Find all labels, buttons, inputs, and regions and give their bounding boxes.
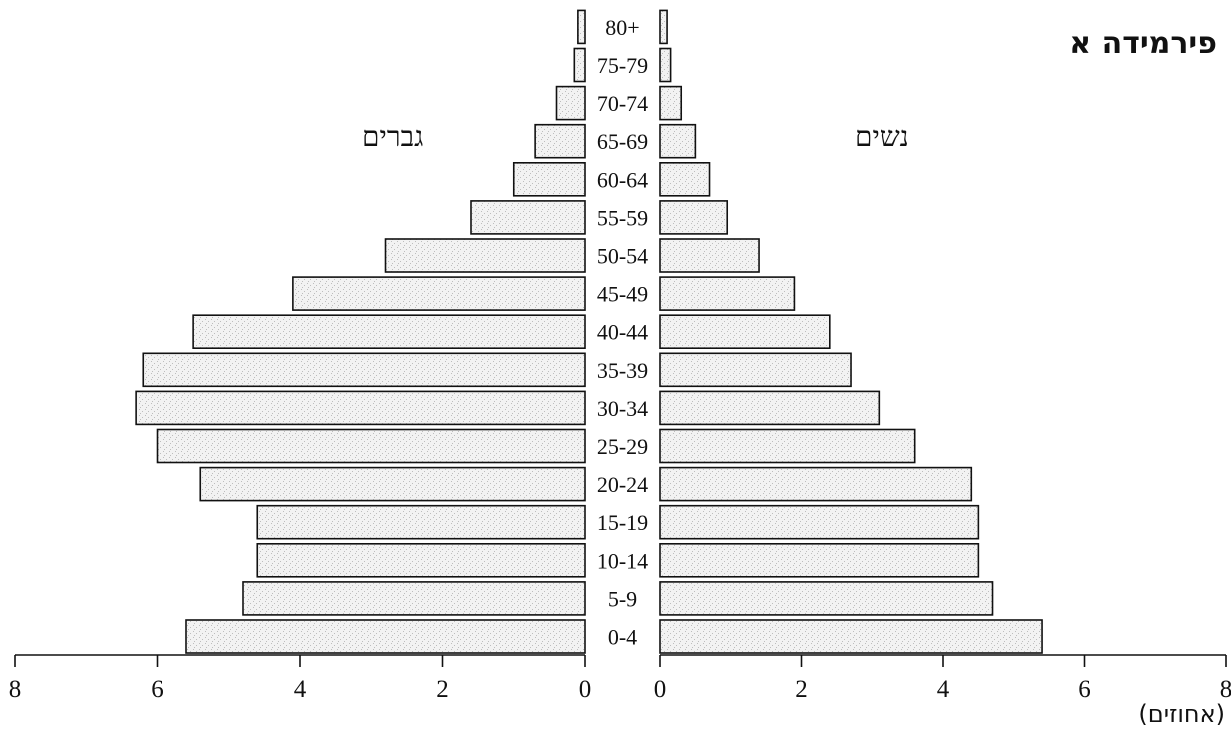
women-bar-15-19 — [659, 504, 980, 540]
age-label-75-79: 75-79 — [597, 53, 648, 78]
women-tick-label-6: 6 — [1078, 676, 1091, 703]
women-bar-0-4 — [659, 619, 1043, 654]
women-bar-40-44 — [659, 314, 831, 350]
women-bar-30-34 — [659, 390, 881, 426]
men-bar-35-39 — [142, 352, 586, 388]
age-label-65-69: 65-69 — [597, 129, 648, 154]
age-label-60-64: 60-64 — [597, 167, 648, 192]
women-tick-label-0: 0 — [654, 676, 667, 703]
men-bar-15-19 — [256, 504, 586, 540]
men-bar-45-49 — [292, 276, 586, 311]
men-bar-20-24 — [199, 466, 586, 502]
women-tick-label-4: 4 — [937, 676, 950, 703]
women-bar-50-54 — [659, 238, 760, 273]
men-bar-80+ — [577, 9, 586, 45]
women-bar-65-69 — [659, 123, 697, 159]
women-bar-55-59 — [659, 200, 729, 235]
age-label-35-39: 35-39 — [597, 358, 648, 383]
chart-title: פירמידה א — [1069, 26, 1217, 61]
men-tick-label-2: 2 — [436, 676, 449, 703]
women-bar-80+ — [659, 9, 668, 45]
women-bar-10-14 — [659, 542, 980, 578]
men-tick-label-4: 4 — [294, 676, 307, 703]
men-bar-60-64 — [512, 162, 586, 197]
men-bar-40-44 — [192, 314, 586, 350]
unit-label: (אחוזים) — [1138, 700, 1225, 728]
women-bar-5-9 — [659, 581, 994, 616]
age-label-50-54: 50-54 — [597, 244, 648, 269]
women-tick-label-8: 8 — [1220, 676, 1231, 703]
women-side-label: נשים — [855, 122, 909, 153]
men-bar-65-69 — [534, 123, 586, 159]
men-bar-55-59 — [470, 200, 586, 235]
age-label-5-9: 5-9 — [608, 586, 637, 611]
men-bar-25-29 — [156, 428, 586, 464]
men-bar-70-74 — [555, 85, 586, 121]
women-bar-45-49 — [659, 276, 796, 311]
women-bar-20-24 — [659, 466, 973, 502]
age-label-30-34: 30-34 — [597, 396, 648, 421]
men-bar-0-4 — [185, 619, 586, 654]
age-label-55-59: 55-59 — [597, 205, 648, 230]
men-bar-75-79 — [573, 47, 586, 83]
age-label-15-19: 15-19 — [597, 510, 648, 535]
men-bar-5-9 — [242, 581, 586, 616]
men-side-label: גברים — [362, 122, 424, 153]
women-tick-label-2: 2 — [795, 676, 808, 703]
women-bar-25-29 — [659, 428, 916, 464]
men-bar-30-34 — [135, 390, 586, 426]
age-label-0-4: 0-4 — [608, 625, 637, 650]
age-label-40-44: 40-44 — [597, 320, 648, 345]
men-bar-10-14 — [256, 542, 586, 578]
men-tick-label-0: 0 — [579, 676, 592, 703]
women-bar-75-79 — [659, 47, 672, 83]
men-tick-label-6: 6 — [151, 676, 164, 703]
women-bar-35-39 — [659, 352, 852, 388]
women-bar-60-64 — [659, 162, 711, 197]
age-label-25-29: 25-29 — [597, 434, 648, 459]
women-bar-70-74 — [659, 85, 683, 121]
men-bar-50-54 — [384, 238, 586, 273]
age-label-70-74: 70-74 — [597, 91, 648, 116]
age-label-45-49: 45-49 — [597, 282, 648, 307]
age-label-80+: 80+ — [605, 15, 639, 40]
age-label-20-24: 20-24 — [597, 472, 648, 497]
age-label-10-14: 10-14 — [597, 548, 648, 573]
men-tick-label-8: 8 — [9, 676, 22, 703]
